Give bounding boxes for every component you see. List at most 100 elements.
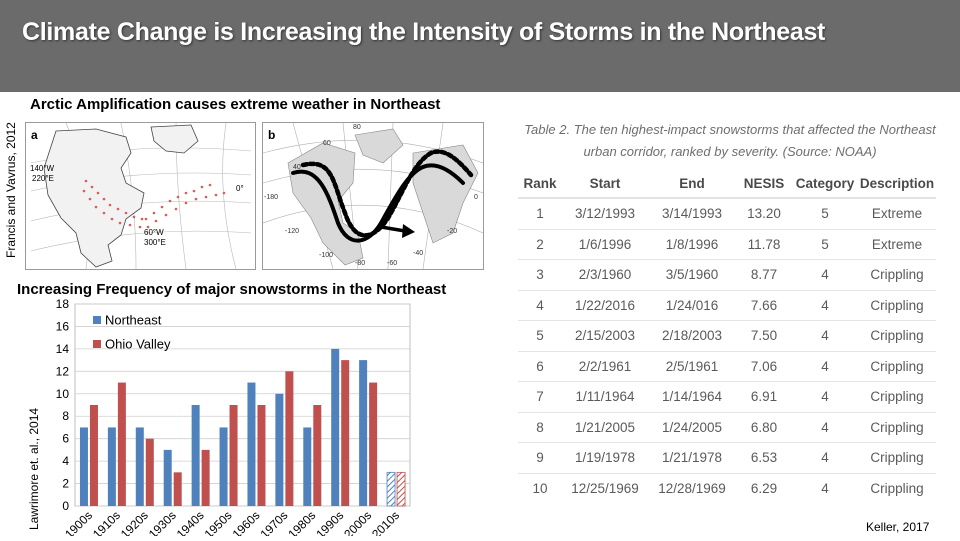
cell-end: 3/14/1993 bbox=[648, 197, 736, 229]
legend-swatch-ohio-valley bbox=[93, 340, 101, 348]
table-caption-line-1: Table 2. The ten highest-impact snowstor… bbox=[524, 122, 936, 137]
map-b-tick-0: 0 bbox=[474, 194, 478, 201]
jet-stream-map: b 80 60 40 -180 -120 -100 -80 -60 -40 -2… bbox=[263, 123, 483, 269]
panel-label-b: b bbox=[268, 128, 275, 142]
cell-nesis: 11.78 bbox=[736, 228, 792, 260]
snowstorm-table: Rank Start End NESIS Category Descriptio… bbox=[518, 169, 936, 503]
cell-start: 1/19/1978 bbox=[562, 442, 648, 473]
bar-northeast bbox=[303, 427, 312, 506]
cell-start: 12/25/1969 bbox=[562, 472, 648, 503]
y-tick-label: 2 bbox=[62, 477, 69, 491]
map-label-300e: 300°E bbox=[144, 238, 166, 247]
bar-ohio-valley bbox=[89, 405, 98, 506]
cell-nesis: 13.20 bbox=[736, 197, 792, 229]
map-panel-a: a 140°W 220°E 60°W 300°E 0° bbox=[25, 122, 256, 270]
legend-swatch-northeast bbox=[93, 316, 101, 324]
cell-end: 1/24/2005 bbox=[648, 411, 736, 443]
cell-rank: 7 bbox=[518, 381, 562, 412]
bar-northeast bbox=[163, 449, 172, 506]
header-rank: Rank bbox=[518, 169, 562, 199]
header-category: Category bbox=[792, 169, 858, 199]
cell-start: 1/11/1964 bbox=[562, 381, 648, 412]
cell-end: 3/5/1960 bbox=[648, 259, 736, 290]
table-row: 10 12/25/1969 12/28/1969 6.29 4 Crippling bbox=[518, 472, 936, 503]
bar-ohio-valley bbox=[257, 405, 266, 506]
map-b-tick-m180: -180 bbox=[264, 194, 278, 201]
flow-arrow-icon bbox=[402, 224, 415, 238]
y-tick-label: 14 bbox=[56, 342, 70, 356]
bar-chart-svg: 0246810121416181900s1910s1920s1930s1940s… bbox=[56, 297, 411, 541]
cell-description: Crippling bbox=[858, 472, 936, 503]
cell-description: Crippling bbox=[858, 320, 936, 351]
map-b-tick-m20: -20 bbox=[447, 228, 457, 235]
bar-ohio-valley bbox=[369, 382, 378, 506]
bar-northeast bbox=[331, 348, 340, 506]
header-nesis: NESIS bbox=[736, 169, 792, 199]
bar-ohio-valley bbox=[396, 471, 406, 507]
cell-nesis: 7.50 bbox=[736, 320, 792, 351]
cell-description: Crippling bbox=[858, 381, 936, 412]
cell-end: 2/5/1961 bbox=[648, 350, 736, 382]
cell-category: 4 bbox=[792, 289, 858, 321]
y-tick-label: 4 bbox=[62, 454, 69, 468]
map-label-140w: 140°W bbox=[30, 164, 55, 173]
bar-northeast bbox=[275, 393, 284, 506]
panel-label-a: a bbox=[31, 128, 38, 142]
cell-start: 2/15/2003 bbox=[562, 320, 648, 351]
cell-end: 1/21/1978 bbox=[648, 442, 736, 473]
bar-ohio-valley bbox=[229, 405, 238, 506]
x-tick-label: 2010s bbox=[369, 508, 402, 536]
map-label-220e: 220°E bbox=[32, 174, 54, 183]
cell-nesis: 7.66 bbox=[736, 289, 792, 321]
map-b-tick-80: 80 bbox=[353, 124, 361, 131]
cell-category: 5 bbox=[792, 228, 858, 260]
citation-keller: Keller, 2017 bbox=[866, 520, 930, 534]
header-start: Start bbox=[562, 169, 648, 199]
bar-ohio-valley bbox=[201, 449, 210, 506]
map-b-tick-m60: -60 bbox=[387, 260, 397, 267]
y-tick-label: 6 bbox=[62, 432, 69, 446]
title-bar: Climate Change is Increasing the Intensi… bbox=[0, 0, 960, 92]
cell-rank: 2 bbox=[518, 228, 562, 260]
cell-nesis: 6.53 bbox=[736, 442, 792, 473]
cell-start: 1/6/1996 bbox=[562, 228, 648, 260]
bar-northeast bbox=[386, 471, 396, 507]
bar-northeast bbox=[135, 427, 144, 506]
table-row: 7 1/11/1964 1/14/1964 6.91 4 Crippling bbox=[518, 381, 936, 412]
legend-label: Northeast bbox=[105, 313, 162, 328]
cell-nesis: 6.91 bbox=[736, 381, 792, 412]
bar-northeast bbox=[359, 360, 368, 506]
arctic-subtitle: Arctic Amplification causes extreme weat… bbox=[30, 96, 441, 113]
legend-label: Ohio Valley bbox=[105, 337, 171, 352]
flow-arrow-line bbox=[380, 225, 406, 233]
y-tick-label: 18 bbox=[56, 298, 70, 311]
cell-start: 2/3/1960 bbox=[562, 259, 648, 290]
bar-northeast bbox=[79, 427, 88, 506]
table-row: 2 1/6/1996 1/8/1996 11.78 5 Extreme bbox=[518, 228, 936, 260]
cell-start: 3/12/1993 bbox=[562, 197, 648, 229]
bar-ohio-valley bbox=[145, 438, 154, 506]
cell-nesis: 6.29 bbox=[736, 472, 792, 503]
table-header-row: Rank Start End NESIS Category Descriptio… bbox=[518, 169, 936, 199]
map-b-tick-60: 60 bbox=[323, 140, 331, 147]
snowstorm-bar-chart: 0 2 4 6 8 10 12 14 16 18 1900s 1910s 1920s 1930s 1940s… bbox=[38, 297, 418, 541]
cell-rank: 4 bbox=[518, 289, 562, 321]
table-row: 1 3/12/1993 3/14/1993 13.20 5 Extreme bbox=[518, 197, 936, 229]
snowstorm-subtitle: Increasing Frequency of major snowstorms… bbox=[17, 281, 447, 298]
cell-category: 4 bbox=[792, 350, 858, 382]
cell-end: 2/18/2003 bbox=[648, 320, 736, 351]
header-description: Description bbox=[858, 169, 936, 199]
slide-title: Climate Change is Increasing the Intensi… bbox=[22, 18, 826, 46]
cell-category: 5 bbox=[792, 197, 858, 229]
plot-area bbox=[74, 303, 411, 507]
bar-northeast bbox=[107, 427, 116, 506]
cell-end: 1/8/1996 bbox=[648, 228, 736, 260]
north-america-trajectory-map: a 140°W 220°E 60°W 300°E 0° bbox=[30, 123, 252, 269]
table-row: 3 2/3/1960 3/5/1960 8.77 4 Crippling bbox=[518, 259, 936, 290]
cell-rank: 8 bbox=[518, 411, 562, 443]
table-caption-line-2: urban corridor, ranked by severity. (Sou… bbox=[583, 144, 877, 159]
map-b-tick-40: 40 bbox=[293, 164, 301, 171]
cell-rank: 1 bbox=[518, 197, 562, 229]
bar-northeast bbox=[219, 427, 228, 506]
y-tick-label: 16 bbox=[56, 319, 70, 333]
